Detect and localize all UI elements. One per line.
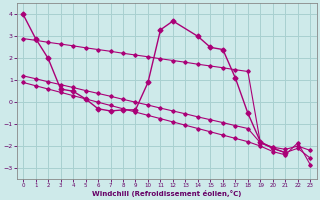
X-axis label: Windchill (Refroidissement éolien,°C): Windchill (Refroidissement éolien,°C) — [92, 190, 241, 197]
